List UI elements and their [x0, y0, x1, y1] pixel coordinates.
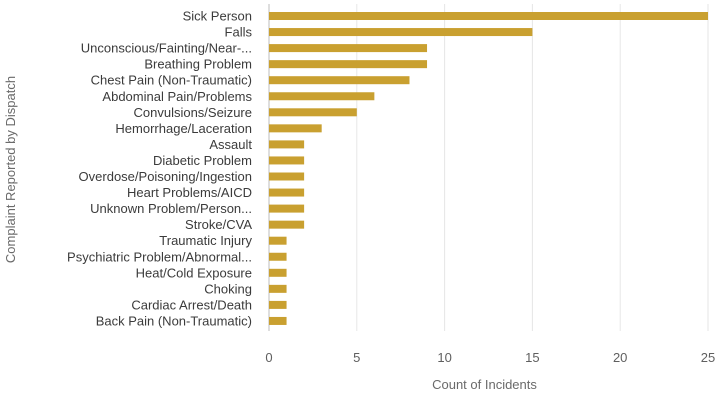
bar[interactable]	[269, 44, 428, 53]
bar[interactable]	[269, 316, 287, 325]
bar[interactable]	[269, 12, 708, 20]
bar[interactable]	[269, 60, 428, 69]
bar[interactable]	[269, 76, 410, 85]
bar[interactable]	[269, 204, 305, 213]
category-labels: Sick PersonFallsUnconscious/Fainting/Nea…	[67, 9, 252, 329]
bar[interactable]	[269, 124, 322, 133]
category-label: Convulsions/Seizure	[133, 105, 252, 120]
category-label: Breathing Problem	[144, 57, 252, 72]
category-label: Heart Problems/AICD	[127, 185, 252, 200]
category-label: Assault	[209, 137, 252, 152]
x-tick-labels: 0 5 10 15 20 25	[265, 350, 715, 365]
bar[interactable]	[269, 268, 287, 277]
x-tick-label: 0	[265, 350, 272, 365]
x-tick-label: 25	[701, 350, 715, 365]
category-label: Cardiac Arrest/Death	[131, 297, 252, 312]
bar[interactable]	[269, 28, 533, 37]
category-label: Diabetic Problem	[153, 153, 252, 168]
bar[interactable]	[269, 300, 287, 309]
bar[interactable]	[269, 140, 305, 149]
category-label: Choking	[204, 281, 252, 296]
category-label: Falls	[225, 25, 253, 40]
category-label: Back Pain (Non-Traumatic)	[96, 313, 252, 328]
category-label: Sick Person	[183, 9, 252, 24]
category-label: Psychiatric Problem/Abnormal...	[67, 249, 252, 264]
category-label: Unconscious/Fainting/Near-...	[81, 41, 252, 56]
gridlines	[268, 4, 709, 331]
category-label: Heat/Cold Exposure	[136, 265, 252, 280]
bar[interactable]	[269, 284, 287, 293]
y-axis-title: Complaint Reported by Dispatch	[3, 76, 18, 263]
category-label: Overdose/Poisoning/Ingestion	[79, 169, 252, 184]
x-tick-label: 5	[353, 350, 360, 365]
category-label: Hemorrhage/Laceration	[115, 121, 252, 136]
bars	[269, 12, 708, 325]
x-axis-title: Count of Incidents	[432, 377, 537, 392]
x-tick-label: 20	[613, 350, 627, 365]
category-label: Unknown Problem/Person...	[90, 201, 252, 216]
bar[interactable]	[269, 108, 357, 117]
bar[interactable]	[269, 220, 305, 229]
category-label: Abdominal Pain/Problems	[102, 89, 252, 104]
bar[interactable]	[269, 252, 287, 261]
bar[interactable]	[269, 188, 305, 197]
x-tick-label: 10	[437, 350, 451, 365]
bar[interactable]	[269, 236, 287, 245]
x-tick-label: 15	[525, 350, 539, 365]
category-label: Chest Pain (Non-Traumatic)	[91, 73, 252, 88]
bar[interactable]	[269, 92, 375, 101]
category-label: Traumatic Injury	[159, 233, 252, 248]
bar[interactable]	[269, 172, 305, 181]
bar[interactable]	[269, 156, 305, 165]
category-label: Stroke/CVA	[185, 217, 252, 232]
